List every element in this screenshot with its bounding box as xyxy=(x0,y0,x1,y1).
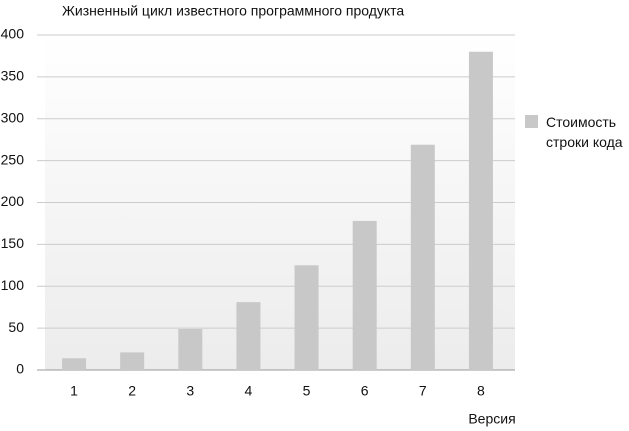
y-tick-label: 400 xyxy=(1,26,25,42)
y-tick-label: 50 xyxy=(8,319,24,335)
legend-label: Стоимость строки кода xyxy=(546,114,623,150)
bar xyxy=(236,302,261,370)
bar xyxy=(178,328,203,370)
y-tick-label: 0 xyxy=(16,361,24,377)
x-tick-label: 4 xyxy=(245,383,253,399)
bar xyxy=(468,51,493,370)
x-tick-label: 8 xyxy=(477,383,485,399)
bar xyxy=(352,220,377,370)
bar xyxy=(410,144,435,370)
y-tick-label: 350 xyxy=(1,68,25,84)
x-axis-label: Версия xyxy=(468,411,515,427)
x-tick-label: 2 xyxy=(128,383,136,399)
bar xyxy=(120,352,145,370)
x-tick-label: 5 xyxy=(303,383,311,399)
legend: Стоимость строки кода xyxy=(525,112,626,152)
x-tick-label: 3 xyxy=(186,383,194,399)
y-tick-label: 250 xyxy=(1,151,25,167)
chart-title: Жизненный цикл известного программного п… xyxy=(62,3,404,19)
x-tick-label: 6 xyxy=(361,383,369,399)
bar xyxy=(62,358,87,370)
y-tick-label: 100 xyxy=(1,277,25,293)
y-tick-label: 300 xyxy=(1,109,25,125)
bar xyxy=(294,265,319,370)
legend-swatch xyxy=(525,115,538,128)
x-tick-label: 1 xyxy=(70,383,78,399)
y-tick-label: 200 xyxy=(1,193,25,209)
x-tick-label: 7 xyxy=(419,383,427,399)
y-tick-label: 150 xyxy=(1,235,25,251)
